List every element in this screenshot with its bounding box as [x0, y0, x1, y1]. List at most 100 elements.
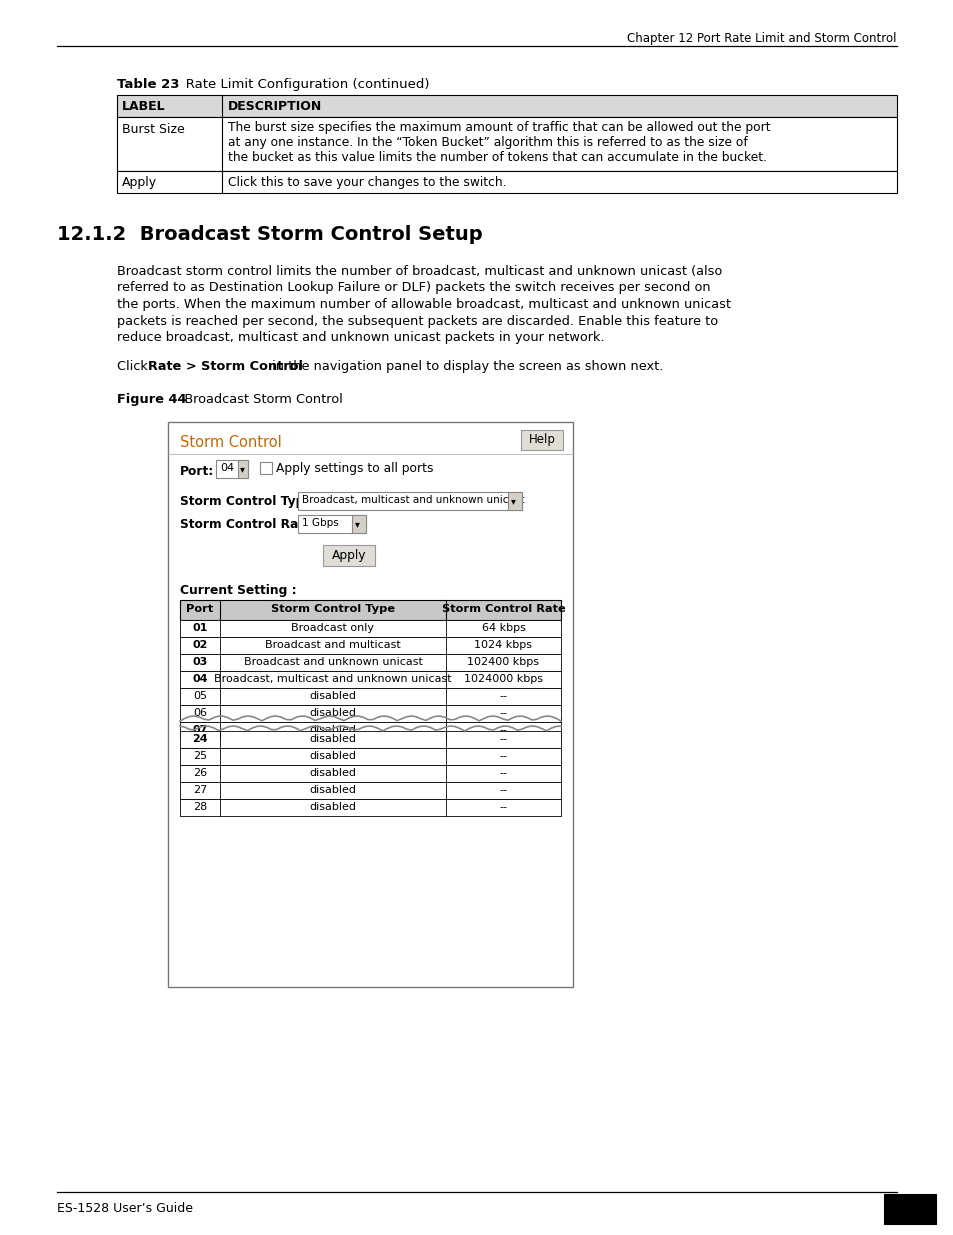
Text: Rate Limit Configuration (continued): Rate Limit Configuration (continued) — [172, 78, 429, 91]
Text: 64 kbps: 64 kbps — [481, 622, 525, 634]
Text: Apply: Apply — [122, 177, 157, 189]
Text: at any one instance. In the “Token Bucket” algorithm this is referred to as the : at any one instance. In the “Token Bucke… — [228, 136, 747, 149]
Text: disabled: disabled — [309, 768, 356, 778]
Text: Storm Control: Storm Control — [180, 435, 281, 450]
Text: referred to as Destination Lookup Failure or DLF) packets the switch receives pe: referred to as Destination Lookup Failur… — [117, 282, 710, 294]
Text: Chapter 12 Port Rate Limit and Storm Control: Chapter 12 Port Rate Limit and Storm Con… — [627, 32, 896, 44]
Bar — [180, 620, 560, 637]
Text: Storm Control Type: Storm Control Type — [271, 604, 395, 614]
Text: 06: 06 — [193, 708, 207, 718]
Bar — [520, 430, 562, 450]
Text: --: -- — [499, 725, 507, 735]
Text: 03: 03 — [193, 657, 208, 667]
Text: 04: 04 — [220, 463, 233, 473]
Text: Rate > Storm Control: Rate > Storm Control — [148, 359, 303, 373]
Text: Burst Size: Burst Size — [122, 124, 185, 136]
Bar — [352, 515, 366, 534]
Text: 1024 kbps: 1024 kbps — [474, 640, 532, 650]
Text: Current Setting :: Current Setting : — [180, 584, 296, 597]
Text: Storm Control Rate: Storm Control Rate — [441, 604, 565, 614]
Bar — [180, 688, 560, 705]
Bar — [180, 600, 560, 620]
Text: Table 23: Table 23 — [117, 78, 179, 91]
Bar — [323, 545, 375, 566]
Bar — [117, 95, 896, 117]
Text: --: -- — [499, 751, 507, 761]
Bar — [180, 748, 560, 764]
Text: disabled: disabled — [309, 734, 356, 743]
Text: Storm Control Type: Storm Control Type — [180, 495, 313, 508]
Text: packets is reached per second, the subsequent packets are discarded. Enable this: packets is reached per second, the subse… — [117, 315, 718, 327]
Bar — [297, 492, 521, 510]
Bar — [180, 731, 560, 748]
Text: Broadcast only: Broadcast only — [292, 622, 375, 634]
Text: Port: Port — [186, 604, 213, 614]
Text: 26: 26 — [193, 768, 207, 778]
Text: The burst size specifies the maximum amount of traffic that can be allowed out t: The burst size specifies the maximum amo… — [228, 121, 770, 135]
Text: --: -- — [499, 785, 507, 795]
Text: reduce broadcast, multicast and unknown unicast packets in your network.: reduce broadcast, multicast and unknown … — [117, 331, 604, 345]
Text: Figure 44: Figure 44 — [117, 393, 186, 406]
Text: Broadcast and unknown unicast: Broadcast and unknown unicast — [243, 657, 422, 667]
Bar — [117, 117, 896, 170]
Text: Click: Click — [117, 359, 152, 373]
Bar — [180, 722, 560, 739]
Text: disabled: disabled — [309, 725, 356, 735]
Bar — [180, 655, 560, 671]
Text: Help: Help — [528, 433, 555, 446]
Text: disabled: disabled — [309, 802, 356, 811]
Text: 07: 07 — [193, 725, 208, 735]
Bar — [180, 799, 560, 816]
Text: Port:: Port: — [180, 466, 214, 478]
Text: --: -- — [499, 734, 507, 743]
Text: Broadcast Storm Control: Broadcast Storm Control — [172, 393, 342, 406]
Bar — [180, 782, 560, 799]
Bar — [180, 637, 560, 655]
Text: the bucket as this value limits the number of tokens that can accumulate in the : the bucket as this value limits the numb… — [228, 151, 766, 164]
Bar — [507, 492, 521, 510]
Text: ▾: ▾ — [355, 519, 359, 529]
Bar — [297, 515, 366, 534]
Text: 01: 01 — [193, 622, 208, 634]
Bar — [237, 459, 248, 478]
Text: Broadcast and multicast: Broadcast and multicast — [265, 640, 400, 650]
Bar — [180, 764, 560, 782]
Text: ▾: ▾ — [240, 464, 245, 474]
Text: --: -- — [499, 708, 507, 718]
Bar — [180, 705, 560, 722]
Text: disabled: disabled — [309, 751, 356, 761]
Text: the ports. When the maximum number of allowable broadcast, multicast and unknown: the ports. When the maximum number of al… — [117, 298, 730, 311]
Text: Broadcast, multicast and unknown unicast: Broadcast, multicast and unknown unicast — [214, 674, 452, 684]
Text: Click this to save your changes to the switch.: Click this to save your changes to the s… — [228, 177, 506, 189]
Text: Apply settings to all ports: Apply settings to all ports — [275, 462, 433, 475]
Text: 05: 05 — [193, 692, 207, 701]
Text: 24: 24 — [192, 734, 208, 743]
Text: 102400 kbps: 102400 kbps — [467, 657, 539, 667]
Text: LABEL: LABEL — [122, 100, 166, 112]
Text: Apply: Apply — [332, 550, 366, 562]
Bar — [168, 422, 573, 987]
Text: 12.1.2  Broadcast Storm Control Setup: 12.1.2 Broadcast Storm Control Setup — [57, 225, 482, 245]
Bar — [260, 462, 272, 474]
Bar — [883, 1194, 935, 1224]
Text: disabled: disabled — [309, 708, 356, 718]
Text: 25: 25 — [193, 751, 207, 761]
Bar — [215, 459, 248, 478]
Bar — [180, 671, 560, 688]
Text: --: -- — [499, 802, 507, 811]
Text: 04: 04 — [193, 674, 208, 684]
Bar — [117, 170, 896, 193]
Text: disabled: disabled — [309, 785, 356, 795]
Text: 02: 02 — [193, 640, 208, 650]
Text: 27: 27 — [193, 785, 207, 795]
Text: disabled: disabled — [309, 692, 356, 701]
Text: 1 Gbps: 1 Gbps — [302, 517, 338, 529]
Text: Broadcast storm control limits the number of broadcast, multicast and unknown un: Broadcast storm control limits the numbe… — [117, 266, 721, 278]
Text: DESCRIPTION: DESCRIPTION — [228, 100, 322, 112]
Text: --: -- — [499, 692, 507, 701]
Text: ES-1528 User’s Guide: ES-1528 User’s Guide — [57, 1202, 193, 1215]
Text: Storm Control Rate: Storm Control Rate — [180, 517, 313, 531]
Text: --: -- — [499, 768, 507, 778]
Text: Broadcast, multicast and unknown unicast: Broadcast, multicast and unknown unicast — [302, 495, 524, 505]
Text: 81: 81 — [894, 1197, 924, 1216]
